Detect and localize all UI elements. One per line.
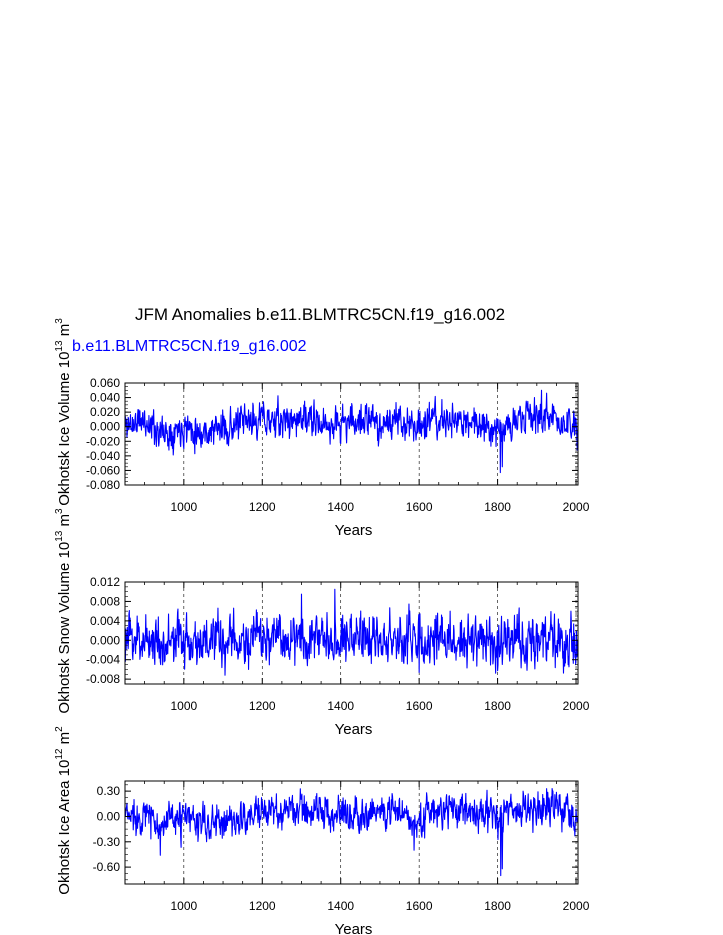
series-line bbox=[124, 787, 579, 877]
y-tick-label: 0.000 bbox=[90, 633, 120, 647]
series-line bbox=[124, 588, 579, 676]
y-tick-label: 0.040 bbox=[90, 391, 120, 405]
y-axis-label-unit-exponent: 3 bbox=[54, 508, 65, 514]
x-tick-label: 1600 bbox=[406, 899, 433, 913]
y-axis-label-exponent: 12 bbox=[54, 748, 65, 760]
y-tick-label: 0.000 bbox=[90, 420, 120, 434]
x-axis-label: Years bbox=[335, 721, 373, 738]
x-tick-label: 1000 bbox=[170, 899, 197, 913]
y-axis-label: Okhotsk Snow Volume 1013 m3 bbox=[54, 508, 73, 714]
x-tick-label: 2000 bbox=[563, 699, 590, 713]
y-tick-label: 0.012 bbox=[90, 575, 120, 589]
x-tick-label: 2000 bbox=[563, 500, 590, 514]
y-tick-label: 0.30 bbox=[97, 784, 121, 798]
y-axis-label-text: Okhotsk Ice Area 10 bbox=[56, 760, 73, 895]
y-axis-label: Okhotsk Ice Area 1012 m2 bbox=[54, 726, 73, 895]
y-tick-label: -0.30 bbox=[93, 835, 121, 849]
y-axis-label-text: Okhotsk Ice Volume 10 bbox=[56, 352, 73, 506]
y-axis-label-unit: m bbox=[56, 514, 73, 531]
x-tick-label: 1600 bbox=[406, 699, 433, 713]
y-axis-label: Okhotsk Ice Volume 1013 m3 bbox=[54, 318, 73, 506]
x-tick-label: 1600 bbox=[406, 500, 433, 514]
y-tick-label: -0.020 bbox=[86, 434, 120, 448]
y-axis-label-exponent: 13 bbox=[54, 530, 65, 542]
plot-frame bbox=[124, 780, 579, 885]
plot-frame bbox=[124, 581, 579, 685]
y-tick-label: 0.020 bbox=[90, 405, 120, 419]
y-tick-label: -0.008 bbox=[86, 672, 120, 686]
y-tick-label: -0.004 bbox=[86, 653, 120, 667]
y-tick-label: -0.060 bbox=[86, 463, 120, 477]
y-tick-label: -0.60 bbox=[93, 860, 121, 874]
y-tick-label: 0.00 bbox=[97, 809, 121, 823]
y-axis-label-unit-exponent: 2 bbox=[54, 726, 65, 732]
x-tick-label: 1400 bbox=[327, 500, 354, 514]
y-tick-label: 0.060 bbox=[90, 376, 120, 390]
x-tick-label: 1200 bbox=[249, 699, 276, 713]
x-tick-label: 1200 bbox=[249, 500, 276, 514]
x-tick-label: 1000 bbox=[170, 500, 197, 514]
x-tick-label: 1200 bbox=[249, 899, 276, 913]
x-tick-label: 1800 bbox=[484, 500, 511, 514]
y-tick-label: 0.004 bbox=[90, 614, 120, 628]
case-name-label: b.e11.BLMTRC5CN.f19_g16.002 bbox=[72, 338, 307, 355]
y-axis-label-unit-exponent: 3 bbox=[54, 318, 65, 324]
y-axis-label-unit: m bbox=[56, 732, 73, 749]
figure-title: JFM Anomalies b.e11.BLMTRC5CN.f19_g16.00… bbox=[134, 305, 506, 324]
y-tick-label: 0.008 bbox=[90, 594, 120, 608]
x-axis-label: Years bbox=[335, 921, 373, 935]
x-tick-label: 1400 bbox=[327, 699, 354, 713]
x-tick-label: 1400 bbox=[327, 899, 354, 913]
y-axis-label-exponent: 13 bbox=[54, 340, 65, 352]
series-line bbox=[124, 389, 579, 474]
y-tick-label: -0.040 bbox=[86, 449, 120, 463]
x-tick-label: 1800 bbox=[484, 899, 511, 913]
y-tick-label: -0.080 bbox=[86, 478, 120, 492]
x-tick-label: 1000 bbox=[170, 699, 197, 713]
x-tick-label: 1800 bbox=[484, 699, 511, 713]
y-axis-label-text: Okhotsk Snow Volume 10 bbox=[56, 542, 73, 714]
y-axis-label-unit: m bbox=[56, 324, 73, 341]
x-tick-label: 2000 bbox=[563, 899, 590, 913]
x-axis-label: Years bbox=[335, 522, 373, 539]
